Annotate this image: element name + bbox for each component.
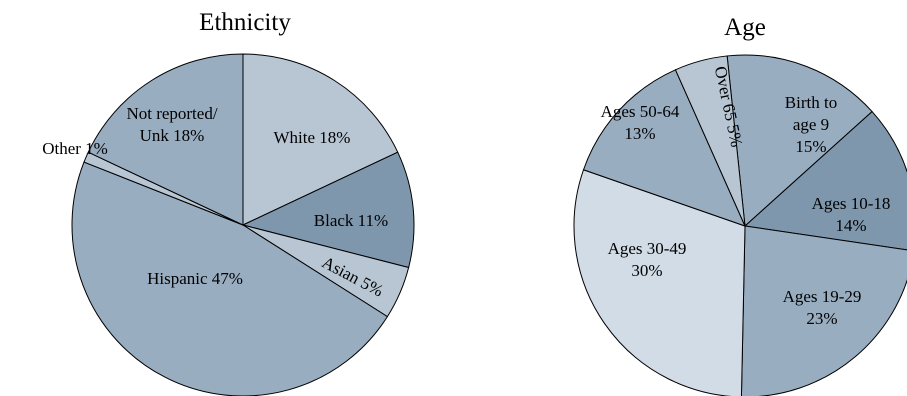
- slice-label-ages-10-18: Ages 10-18 14%: [812, 194, 891, 235]
- slice-label-line: 14%: [835, 216, 866, 235]
- slice-label-line: Ages 30-49: [608, 239, 687, 258]
- slice-ages-19-29: [740, 225, 907, 396]
- slice-label-other: Other 1%: [42, 139, 108, 158]
- chart-title-age: Age: [724, 14, 766, 41]
- slice-label-ages-30-49: Ages 30-49 30%: [608, 239, 687, 280]
- slice-label-black: Black 11%: [314, 211, 388, 230]
- slice-label-ages-50-64: Ages 50-64 13%: [601, 102, 680, 143]
- slice-label-line: 13%: [624, 124, 655, 143]
- slice-white: [242, 53, 399, 226]
- slice-birth-to-age-9: [726, 54, 873, 228]
- slice-label-line: 23%: [806, 309, 837, 328]
- slice-hispanic: [71, 161, 389, 396]
- slice-label-hispanic: Hispanic 47%: [147, 269, 243, 288]
- slice-label-line: Birth to: [785, 93, 837, 112]
- slice-label-line: age 9: [793, 115, 829, 134]
- slice-label-line: Ages 50-64: [601, 102, 680, 121]
- slice-label-line: Not reported/: [126, 104, 217, 123]
- pie-age: Age Birth to age 9 15% Ages 10-18 14% Ages 19-…: [573, 14, 907, 396]
- slice-label-line: 15%: [795, 137, 826, 156]
- slice-label-ages-19-29: Ages 19-29 23%: [783, 287, 862, 328]
- slice-over-65: [674, 55, 746, 227]
- chart-title-ethnicity: Ethnicity: [199, 9, 291, 36]
- slice-ages-30-49: [573, 169, 746, 396]
- slice-label-line: Unk 18%: [140, 126, 205, 145]
- slice-ages-10-18: [743, 110, 907, 251]
- slice-label-white: White 18%: [274, 128, 351, 147]
- slice-ages-50-64: [582, 69, 746, 227]
- slice-label-birth-to-age-9: Birth to age 9 15%: [785, 93, 837, 156]
- slice-label-line: 30%: [631, 261, 662, 280]
- slice-black: [241, 151, 415, 269]
- slice-label-line: Ages 19-29: [783, 287, 862, 306]
- slice-label-not-reported-unk: Not reported/Unk 18%: [126, 104, 217, 145]
- slice-label-line: Ages 10-18: [812, 194, 891, 213]
- slice-not-reported-unk: [87, 53, 244, 226]
